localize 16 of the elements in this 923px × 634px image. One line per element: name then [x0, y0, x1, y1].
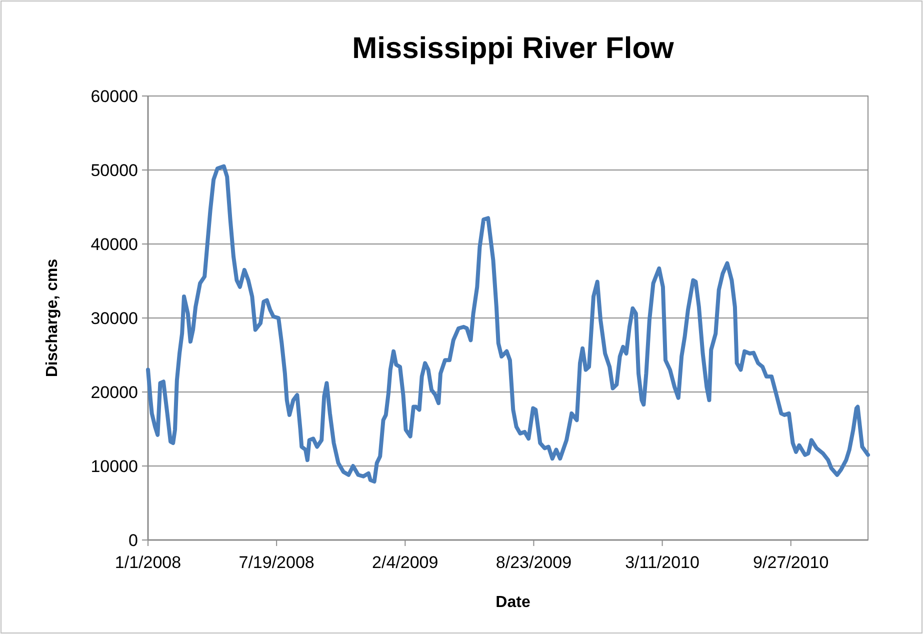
chart-title: Mississippi River Flow [352, 32, 675, 65]
y-tick-label: 40000 [90, 234, 138, 254]
x-axis-title: Date [496, 594, 530, 611]
x-tick-label: 2/4/2009 [372, 553, 438, 572]
x-tick-label: 7/19/2008 [238, 553, 314, 572]
y-tick-label: 20000 [90, 382, 138, 402]
y-tick-label: 10000 [90, 456, 138, 476]
x-tick-label: 8/23/2009 [496, 553, 572, 572]
x-tick-label: 3/11/2010 [625, 553, 700, 572]
x-tick-label: 9/27/2010 [753, 553, 829, 572]
x-tick-label: 1/1/2008 [114, 553, 182, 572]
y-tick-label: 50000 [90, 160, 138, 180]
y-tick-label: 0 [128, 530, 138, 550]
y-tick-label: 30000 [90, 308, 138, 328]
y-tick-label: 60000 [90, 86, 138, 106]
y-axis-title: Discharge, cms [44, 258, 61, 378]
